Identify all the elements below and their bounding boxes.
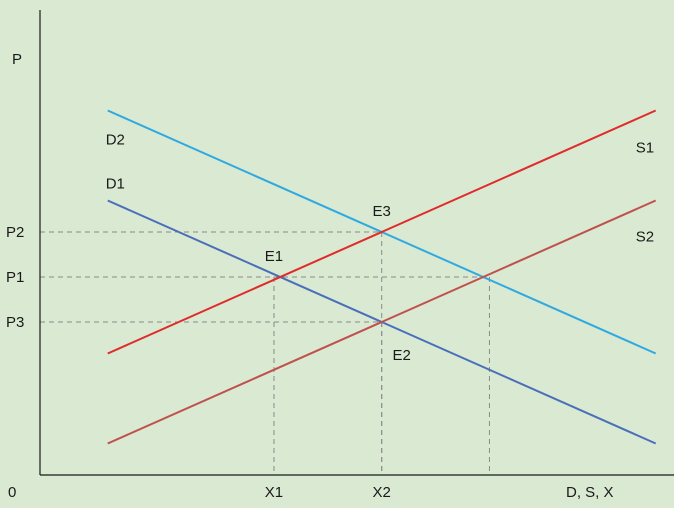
x-axis-label: D, S, X	[566, 484, 614, 501]
series-line-s1	[107, 109, 657, 355]
axes	[39, 10, 674, 476]
guide-lines	[40, 231, 490, 475]
series-label-s1: S1	[636, 140, 654, 157]
origin-label: 0	[8, 484, 16, 501]
equilibrium-label-e1: E1	[265, 248, 283, 265]
y-tick-label-p3: P3	[6, 314, 24, 331]
x-tick-label-x1: X1	[265, 484, 283, 501]
equilibrium-label-e2: E2	[393, 347, 411, 364]
series-label-s2: S2	[636, 229, 654, 246]
x-tick-label-x2: X2	[373, 484, 391, 501]
series-line-s2	[107, 199, 657, 445]
y-axis-label: P	[12, 51, 22, 68]
labels: P 0 D, S, X D2 D1 S1 S2 P2 P1 P3 X1 X2 E1 E3 E2	[6, 51, 654, 501]
equilibrium-label-e3: E3	[373, 203, 391, 220]
series-label-d1: D1	[106, 176, 125, 193]
y-tick-label-p2: P2	[6, 224, 24, 241]
series-label-d2: D2	[106, 132, 125, 149]
y-tick-label-p1: P1	[6, 269, 24, 286]
series-lines	[107, 109, 657, 445]
